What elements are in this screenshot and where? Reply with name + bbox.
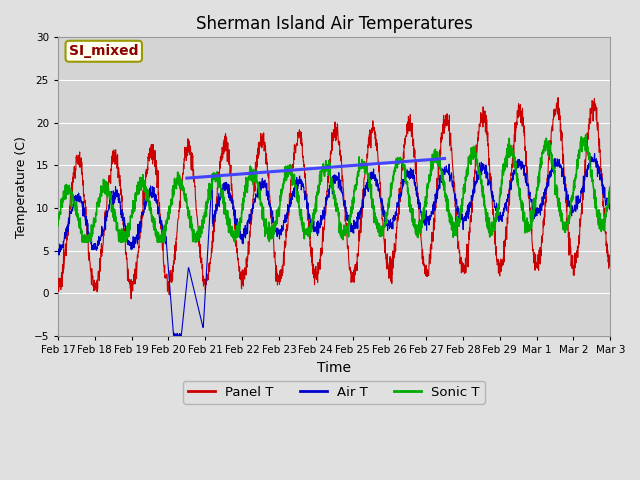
Title: Sherman Island Air Temperatures: Sherman Island Air Temperatures bbox=[196, 15, 472, 33]
Text: SI_mixed: SI_mixed bbox=[69, 44, 138, 58]
Legend: Panel T, Air T, Sonic T: Panel T, Air T, Sonic T bbox=[183, 381, 485, 404]
X-axis label: Time: Time bbox=[317, 360, 351, 374]
Y-axis label: Temperature (C): Temperature (C) bbox=[15, 136, 28, 238]
